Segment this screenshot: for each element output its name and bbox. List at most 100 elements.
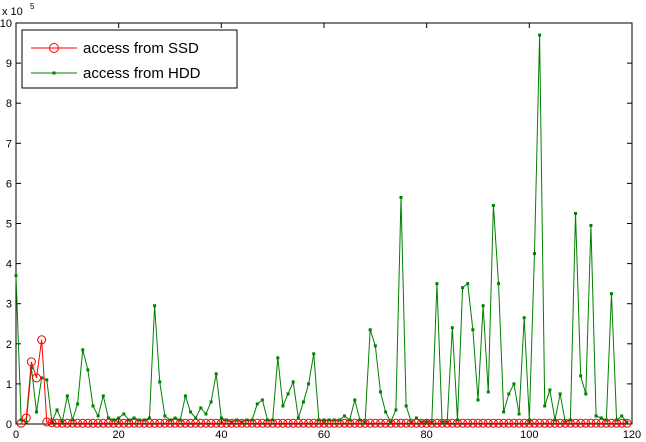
data-point bbox=[293, 418, 303, 428]
data-point bbox=[355, 418, 365, 428]
data-point bbox=[170, 418, 180, 428]
data-point bbox=[617, 418, 627, 428]
data-point bbox=[142, 418, 146, 422]
data-point bbox=[353, 398, 357, 402]
data-point bbox=[375, 418, 385, 428]
data-point bbox=[109, 418, 119, 428]
data-point bbox=[532, 252, 536, 256]
data-point bbox=[340, 418, 350, 428]
data-point bbox=[378, 390, 382, 394]
data-point bbox=[201, 418, 211, 428]
y-tick-label: 7 bbox=[6, 138, 12, 150]
data-point bbox=[365, 418, 375, 428]
data-point bbox=[301, 400, 305, 404]
data-point bbox=[399, 195, 403, 199]
data-point bbox=[535, 418, 545, 428]
data-point bbox=[252, 418, 262, 428]
data-point bbox=[609, 292, 613, 296]
data-point bbox=[381, 418, 391, 428]
x-tick-label: 100 bbox=[520, 429, 538, 441]
x-tick-label: 0 bbox=[13, 429, 19, 441]
data-point bbox=[189, 410, 193, 414]
data-point bbox=[221, 418, 231, 428]
data-point bbox=[483, 418, 493, 428]
data-point bbox=[519, 418, 529, 428]
data-point bbox=[391, 418, 401, 428]
data-point bbox=[103, 418, 113, 428]
data-point bbox=[52, 418, 62, 428]
data-point bbox=[309, 418, 319, 428]
data-point bbox=[186, 418, 196, 428]
data-point bbox=[214, 372, 218, 376]
data-point bbox=[312, 352, 316, 356]
y-tick-label: 6 bbox=[6, 178, 12, 190]
y-axis: 0 1 2 3 4 5 6 7 8 9 10 bbox=[0, 18, 632, 431]
data-point bbox=[461, 286, 465, 290]
data-point bbox=[45, 378, 49, 382]
data-point bbox=[139, 418, 149, 428]
data-point bbox=[452, 418, 462, 428]
data-point bbox=[589, 224, 593, 228]
data-point bbox=[37, 335, 47, 345]
data-point bbox=[350, 418, 360, 428]
data-point bbox=[76, 402, 80, 406]
data-point bbox=[363, 420, 367, 424]
data-point bbox=[178, 418, 182, 422]
data-point bbox=[129, 418, 139, 428]
data-point bbox=[117, 416, 121, 420]
data-point bbox=[93, 418, 103, 428]
data-point bbox=[488, 418, 498, 428]
data-point bbox=[360, 418, 370, 428]
data-point bbox=[247, 418, 257, 428]
y-tick-label: 4 bbox=[6, 259, 12, 271]
data-point bbox=[124, 418, 134, 428]
data-point bbox=[55, 408, 59, 412]
data-point bbox=[545, 418, 555, 428]
data-point bbox=[358, 418, 362, 422]
data-point bbox=[615, 418, 619, 422]
data-point bbox=[612, 418, 622, 428]
data-point bbox=[527, 418, 531, 422]
data-point bbox=[70, 418, 74, 422]
series-line bbox=[20, 339, 627, 424]
data-point bbox=[560, 418, 570, 428]
data-point bbox=[543, 404, 547, 408]
data-point bbox=[548, 388, 552, 392]
x-tick-label: 40 bbox=[215, 429, 227, 441]
data-point bbox=[273, 418, 283, 428]
data-point bbox=[401, 418, 411, 428]
data-point bbox=[497, 282, 501, 286]
data-point bbox=[314, 418, 324, 428]
data-point bbox=[194, 416, 198, 420]
data-point bbox=[96, 414, 100, 418]
data-point bbox=[183, 394, 187, 398]
y-tick-label: 2 bbox=[6, 339, 12, 351]
data-point bbox=[442, 418, 452, 428]
data-point bbox=[173, 416, 177, 420]
data-point bbox=[504, 418, 514, 428]
data-point bbox=[620, 414, 624, 418]
data-point bbox=[502, 410, 506, 414]
data-point bbox=[88, 418, 98, 428]
y-tick-label: 8 bbox=[6, 98, 12, 110]
data-point bbox=[473, 418, 483, 428]
data-point bbox=[337, 418, 341, 422]
data-point bbox=[119, 418, 129, 428]
data-point bbox=[432, 418, 442, 428]
data-point bbox=[384, 410, 388, 414]
data-point bbox=[137, 418, 141, 422]
data-point bbox=[211, 418, 221, 428]
y-exponent-power: 5 bbox=[30, 2, 35, 11]
data-point bbox=[494, 418, 504, 428]
data-point bbox=[134, 418, 144, 428]
data-point bbox=[576, 418, 586, 428]
data-point bbox=[160, 418, 170, 428]
data-point bbox=[368, 328, 372, 332]
data-point bbox=[98, 418, 108, 428]
data-point bbox=[257, 418, 267, 428]
data-point bbox=[191, 418, 201, 428]
legend-ssd-label: access from SSD bbox=[83, 40, 199, 57]
data-point bbox=[414, 416, 418, 420]
data-point bbox=[209, 400, 213, 404]
